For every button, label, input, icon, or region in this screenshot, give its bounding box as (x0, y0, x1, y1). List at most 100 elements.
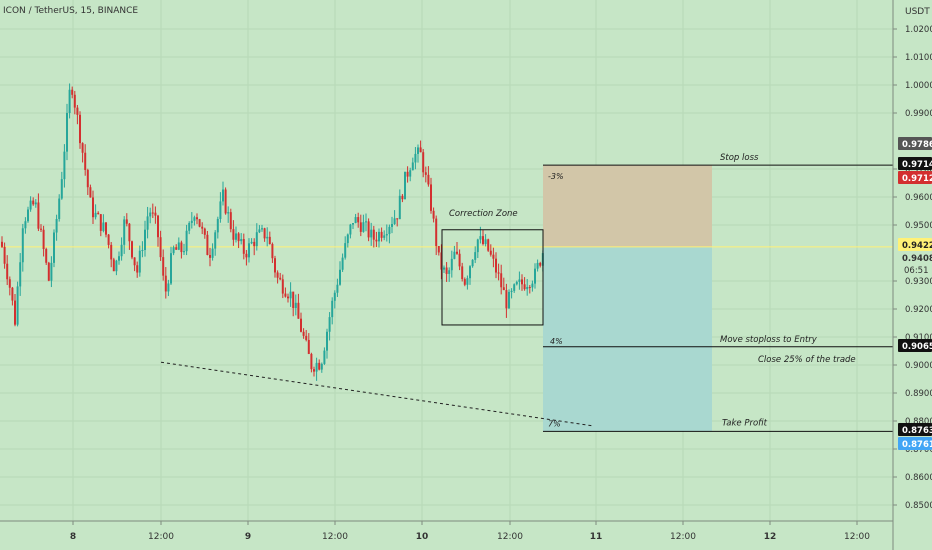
price-label-yellow: 0.9422 (898, 238, 932, 251)
candle (115, 259, 118, 276)
candle (391, 216, 393, 234)
currency-label: USDT (905, 7, 930, 17)
candle (154, 206, 157, 224)
candle (125, 213, 128, 227)
candle-body (349, 224, 352, 235)
candle (16, 281, 19, 327)
candle-body (125, 219, 128, 224)
candle (396, 218, 399, 227)
candle-body (497, 272, 500, 274)
candle-body (489, 250, 492, 255)
candle-body (482, 236, 484, 245)
candle-body (391, 224, 393, 227)
candle (445, 262, 448, 282)
candle (170, 246, 172, 286)
candle (162, 249, 165, 281)
candle-body (157, 215, 159, 238)
candle-body (263, 228, 266, 239)
candle (422, 149, 425, 178)
candle-body (123, 219, 126, 245)
candle (453, 245, 456, 260)
candle-body (55, 219, 58, 233)
candle-body (89, 187, 92, 198)
candle (232, 220, 235, 246)
candle-body (245, 253, 248, 258)
candle (11, 286, 14, 306)
candle (107, 233, 110, 249)
candle-body (120, 244, 123, 257)
candle-body (500, 273, 503, 288)
candle-body (375, 239, 378, 242)
candle-body (271, 244, 274, 259)
candle (463, 277, 466, 287)
candle-body (476, 239, 479, 253)
candle-body (505, 290, 508, 309)
candle-body (11, 287, 14, 301)
candle-body (359, 222, 362, 232)
candle (261, 224, 263, 232)
candle-body (196, 217, 198, 220)
candle (60, 171, 63, 200)
candle (97, 211, 100, 215)
candle (469, 265, 471, 285)
candle-body (175, 247, 178, 250)
candle-body (97, 212, 100, 215)
candle (515, 280, 518, 286)
price-label-bg (898, 339, 932, 352)
candle-body (144, 229, 146, 250)
price-label-text: 0.8761 (902, 440, 932, 450)
candle (222, 181, 224, 206)
candle-body (274, 258, 276, 273)
candle-body (141, 249, 144, 251)
candle-body (323, 350, 326, 364)
candle (378, 228, 380, 248)
grid (0, 0, 893, 521)
candle (513, 283, 516, 293)
candle-body (422, 152, 425, 173)
candle-body (216, 218, 219, 233)
candle (274, 255, 276, 278)
candle (354, 213, 357, 224)
move-stop-annotation: Move stoploss to Entry (720, 335, 818, 345)
candle (1, 236, 3, 248)
candle (118, 251, 120, 265)
candle (250, 238, 253, 245)
price-label-bg (898, 437, 932, 450)
candle (37, 193, 40, 232)
candle-body (528, 287, 531, 289)
candle (476, 238, 479, 259)
candle (461, 262, 464, 282)
close-partial-annotation: Close 25% of the trade (758, 355, 856, 365)
candle (144, 220, 146, 257)
candle-body (1, 241, 3, 247)
candle-body (58, 198, 61, 220)
candle (427, 166, 430, 187)
candle-body (237, 233, 240, 242)
candle (245, 249, 248, 266)
candle (27, 206, 29, 223)
candle (318, 359, 321, 371)
candle (185, 224, 188, 256)
candle (435, 215, 438, 256)
candle-body (115, 260, 118, 272)
candle (505, 283, 508, 318)
candle-body (219, 201, 222, 219)
candle-body (419, 147, 422, 153)
candle (508, 289, 510, 309)
candle (66, 103, 68, 161)
candle-body (287, 296, 289, 299)
candle (406, 166, 409, 183)
candle-body (84, 152, 87, 170)
candle (357, 212, 360, 228)
candle-body (365, 221, 367, 223)
y-tick-label: 0.9100 (905, 333, 932, 343)
x-axis-ticks: 8 12:00 9 12:00 10 12:00 11 12:00 12 12:00 (70, 521, 870, 542)
candle (393, 210, 396, 225)
price-label-text: 0.9714 (902, 160, 932, 170)
candle (302, 328, 305, 339)
candle (123, 216, 126, 254)
candle (344, 236, 347, 260)
candle (443, 265, 445, 273)
candle (315, 357, 318, 381)
